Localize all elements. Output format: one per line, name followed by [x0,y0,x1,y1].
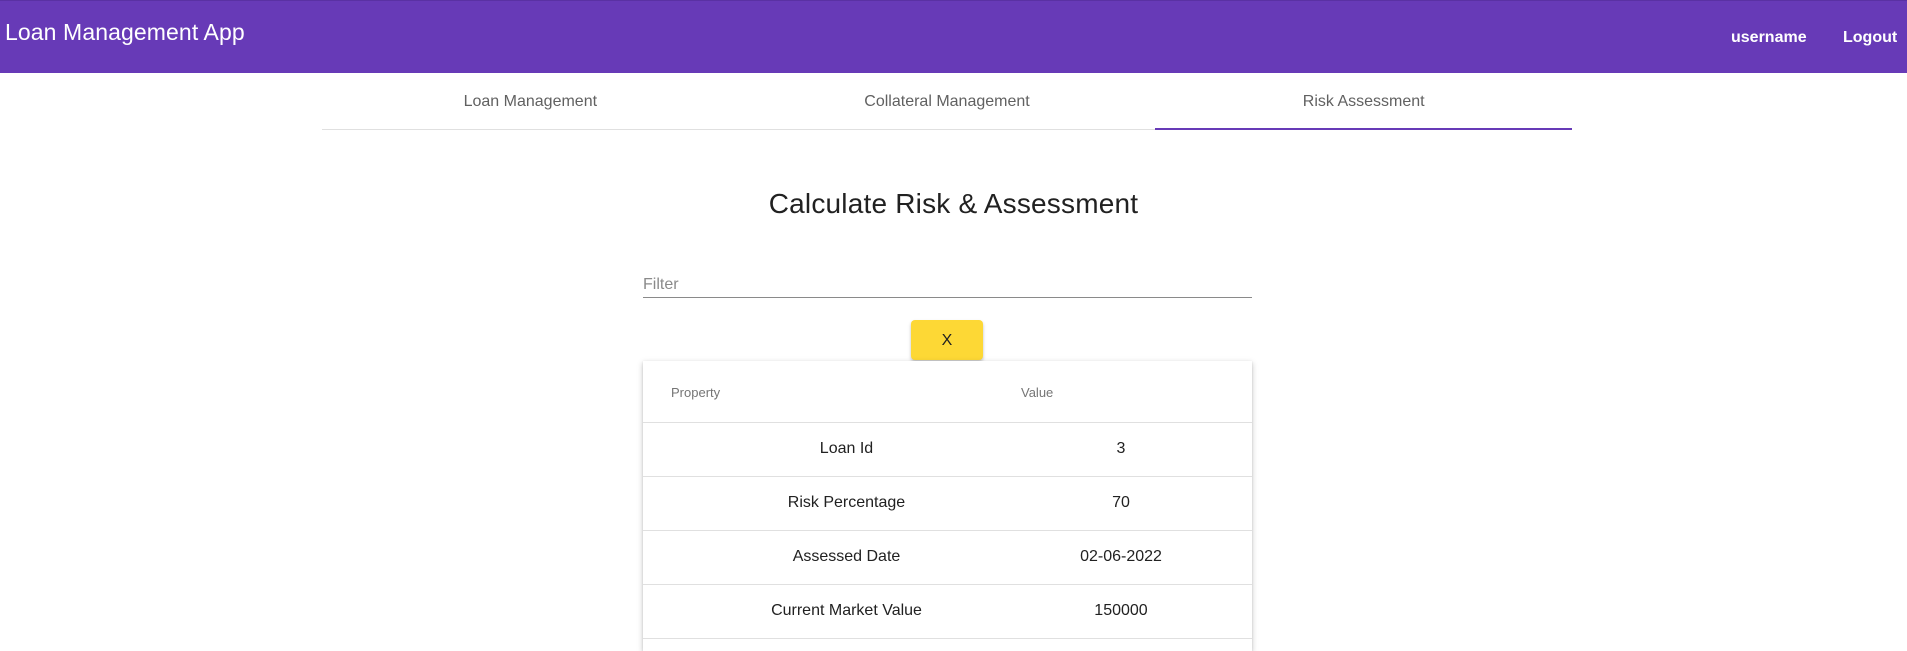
tab-loan-management[interactable]: Loan Management [322,73,739,129]
column-header-property: Property [671,385,721,400]
tab-collateral-management[interactable]: Collateral Management [739,73,1156,129]
tab-label: Collateral Management [864,93,1030,110]
username-link[interactable]: username [1731,29,1807,46]
nav-tabs: Loan Management Collateral Management Ri… [322,73,1572,130]
app-title: Loan Management App [5,19,245,45]
cell-value: 3 [1116,440,1126,457]
tab-label: Risk Assessment [1302,93,1425,110]
column-header-value: Value [1021,385,1054,400]
table-row: Risk Percentage 70 [643,477,1252,531]
clear-filter-button[interactable]: X [911,320,983,360]
page-title: Calculate Risk & Assessment [768,188,1139,219]
tab-label: Loan Management [463,93,598,110]
cell-property: Assessed Date [792,548,901,565]
app-toolbar: Loan Management App username Logout [0,0,1907,73]
cell-value: 70 [1112,494,1130,511]
logout-button[interactable]: Logout [1843,29,1898,46]
cell-property: Current Market Value [771,602,922,619]
filter-field [643,268,1252,298]
cell-value: 150000 [1094,602,1148,619]
cell-property: Loan Id [819,440,874,457]
filter-input[interactable] [643,268,1252,296]
table-header-row: Property Value [643,361,1252,423]
table-row: Assessed Date 02-06-2022 [643,531,1252,585]
table-row: Current Market Value 150000 [643,585,1252,639]
cell-value: 02-06-2022 [1080,548,1162,565]
tab-risk-assessment[interactable]: Risk Assessment [1155,73,1572,130]
risk-table: Property Value Loan Id 3 Risk Percentage… [643,361,1252,651]
cell-property: Risk Percentage [787,494,906,511]
table-row: Loan Id 3 [643,423,1252,477]
